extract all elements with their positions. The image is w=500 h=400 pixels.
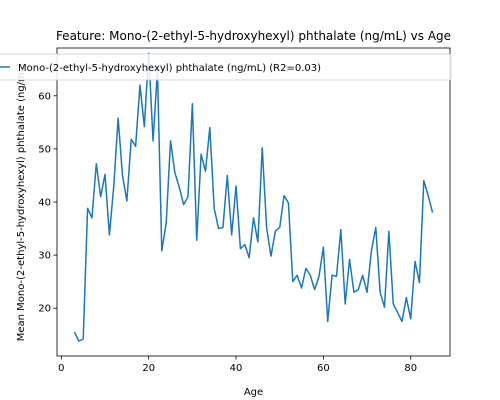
x-tick-label: 40 xyxy=(230,363,243,374)
y-axis: 20 30 40 50 60 xyxy=(38,91,57,315)
x-tick-label: 20 xyxy=(142,363,155,374)
y-tick-label: 60 xyxy=(38,91,51,102)
y-tick-label: 40 xyxy=(38,198,51,209)
y-tick-label: 20 xyxy=(38,304,51,315)
legend-box xyxy=(0,53,452,81)
x-tick-label: 80 xyxy=(404,363,417,374)
plot-area: 0 20 40 60 80 20 30 40 50 60 xyxy=(38,47,451,374)
legend-label: Mono-(2-ethyl-5-hydroxyhexyl) phthalate … xyxy=(18,63,321,74)
x-tick-label: 60 xyxy=(317,363,330,374)
x-axis-label: Age xyxy=(244,387,263,398)
y-tick-label: 30 xyxy=(38,251,51,262)
y-tick-label: 50 xyxy=(38,144,51,155)
x-axis: 0 20 40 60 80 xyxy=(58,356,417,374)
series-line xyxy=(73,52,434,342)
x-tick-label: 0 xyxy=(58,363,64,374)
legend: Mono-(2-ethyl-5-hydroxyhexyl) phthalate … xyxy=(0,53,452,81)
y-axis-label: Mean Mono-(2-ethyl-5-hydroxyhexyl) phtha… xyxy=(16,63,27,342)
chart-title: Feature: Mono-(2-ethyl-5-hydroxyhexyl) p… xyxy=(56,29,451,43)
